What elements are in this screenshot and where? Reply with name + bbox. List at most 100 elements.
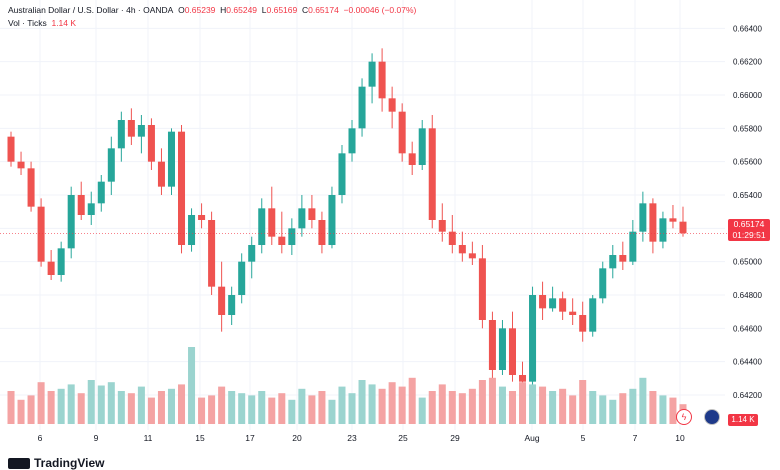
volume-bar <box>87 380 95 424</box>
candle-body <box>358 86 366 129</box>
symbol-title[interactable]: Australian Dollar / U.S. Dollar · 4h · O… <box>8 5 174 15</box>
volume-bar <box>649 391 657 424</box>
candle-body <box>238 261 246 295</box>
candle-body <box>218 286 226 315</box>
low-label: L <box>261 5 267 15</box>
volume-bar <box>599 395 607 424</box>
tradingview-logo[interactable]: TradingView <box>8 456 104 470</box>
volume-bar <box>97 385 105 424</box>
lightning-icon[interactable]: ϟ <box>676 409 692 425</box>
volume-bar <box>448 391 456 424</box>
price-tick-label: 0.66200 <box>733 58 762 67</box>
change-value: −0.00046 (−0.07%) <box>343 5 417 15</box>
volume-bar <box>7 391 15 424</box>
price-tick-label: 0.64800 <box>733 291 762 300</box>
volume-bar <box>408 377 416 424</box>
volume-bar <box>589 391 597 424</box>
volume-bar <box>388 382 396 424</box>
volume-bar <box>458 393 466 424</box>
volume-bar <box>539 386 547 424</box>
volume-bar <box>438 384 446 424</box>
au-flag-icon[interactable] <box>704 409 720 425</box>
price-tick-label: 0.64200 <box>733 391 762 400</box>
volume-bar <box>178 384 186 424</box>
low-value: 0.65169 <box>266 5 298 15</box>
volume-legend: Vol · Ticks 1.14 K <box>8 18 76 28</box>
candle-body <box>328 195 336 245</box>
volume-bar <box>27 395 35 424</box>
volume-bar <box>488 377 496 424</box>
bar-countdown: 01:29:51 <box>732 230 766 240</box>
volume-bar <box>418 397 426 424</box>
time-tick-label: 15 <box>195 433 205 443</box>
open-value: 0.65239 <box>184 5 216 15</box>
volume-bar <box>619 393 627 424</box>
volume-bar <box>569 395 577 424</box>
volume-bar <box>258 391 266 424</box>
time-tick-label: Aug <box>524 433 539 443</box>
volume-bar <box>468 388 476 424</box>
candle-body <box>468 253 476 259</box>
tradingview-logo-icon <box>8 457 30 469</box>
volume-bar <box>288 399 296 424</box>
candle-body <box>418 128 426 165</box>
volume-bar <box>318 391 326 424</box>
time-tick-label: 11 <box>144 433 153 443</box>
price-axis[interactable]: 0.66400 0.66200 0.66000 0.65800 0.65600 0.654… <box>733 24 762 400</box>
candle-body <box>348 128 356 154</box>
candle-body <box>569 311 577 315</box>
candle-body <box>47 261 55 275</box>
candle-body <box>127 120 135 137</box>
time-tick-label: 9 <box>94 433 99 443</box>
volume-bar <box>639 377 647 424</box>
price-tick-label: 0.65000 <box>733 258 762 267</box>
candle-body <box>77 195 85 215</box>
volume-bar <box>478 380 486 424</box>
candle-body <box>57 248 65 275</box>
candle-body <box>137 125 145 137</box>
volume-bar <box>67 384 75 424</box>
volume-bar <box>368 384 376 424</box>
volume-bar <box>549 391 557 424</box>
price-tick-label: 0.66400 <box>733 24 762 33</box>
volume-bar <box>47 391 55 424</box>
volume-bar <box>529 384 537 424</box>
time-axis[interactable]: 6 9 11 15 17 20 23 25 29 Aug 5 7 10 <box>38 433 685 443</box>
candle-body <box>178 131 186 245</box>
symbol-header: Australian Dollar / U.S. Dollar · 4h · O… <box>8 5 416 15</box>
volume-value: 1.14 K <box>51 18 77 28</box>
candle-body <box>67 195 75 249</box>
time-tick-label: 10 <box>675 433 685 443</box>
volume-bar <box>238 393 246 424</box>
volume-bar <box>508 391 516 424</box>
candle-body <box>198 215 206 220</box>
volume-bar <box>37 382 45 424</box>
volume-bar <box>147 397 155 424</box>
candle-body <box>87 203 95 215</box>
candle-body <box>488 320 496 370</box>
volume-bar <box>127 393 135 424</box>
time-tick-label: 6 <box>38 433 43 443</box>
candle-body <box>508 328 516 375</box>
volume-bar <box>167 388 175 424</box>
candle-body <box>589 298 597 332</box>
volume-bar <box>157 391 165 424</box>
price-tick-label: 0.66000 <box>733 91 762 100</box>
last-price-tag: 0.65174 01:29:51 <box>728 219 770 241</box>
candle-body <box>619 255 627 262</box>
candle-body <box>97 181 105 204</box>
candle-body <box>147 125 155 162</box>
time-tick-label: 5 <box>581 433 586 443</box>
brand-name: TradingView <box>34 456 105 470</box>
candle-body <box>639 203 647 232</box>
candle-body <box>448 231 456 245</box>
volume-bar <box>228 391 236 424</box>
price-tick-label: 0.65800 <box>733 124 762 133</box>
candle-body <box>519 375 527 382</box>
candle-body <box>539 295 547 309</box>
volume-bar <box>208 395 216 424</box>
candle-body <box>549 298 557 309</box>
volume-label[interactable]: Vol · Ticks <box>8 18 47 28</box>
candle-body <box>7 136 15 162</box>
